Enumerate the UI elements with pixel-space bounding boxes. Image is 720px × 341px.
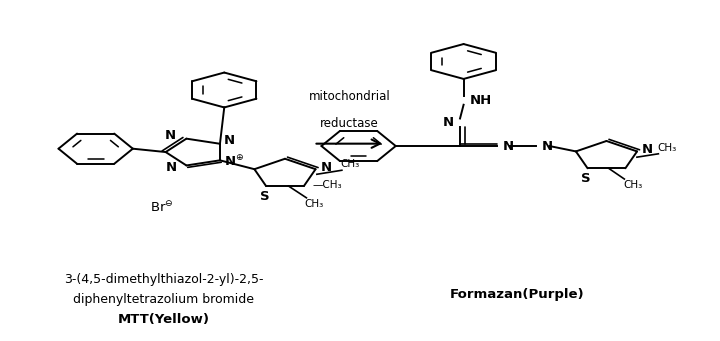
Text: CH₃: CH₃ (623, 180, 642, 190)
Text: N: N (166, 161, 176, 174)
Text: CH₃: CH₃ (341, 159, 360, 169)
Text: Formazan(Purple): Formazan(Purple) (450, 288, 585, 301)
Text: S: S (581, 172, 591, 185)
Text: MTT(Yellow): MTT(Yellow) (117, 313, 210, 326)
Text: Br$^{\ominus}$: Br$^{\ominus}$ (150, 200, 174, 215)
Text: —CH₃: —CH₃ (312, 180, 342, 190)
Text: CH₃: CH₃ (305, 199, 323, 209)
Text: NH: NH (469, 94, 492, 107)
Text: N: N (542, 139, 553, 152)
Text: reductase: reductase (320, 117, 379, 130)
Text: S: S (260, 190, 269, 203)
Text: 3-(4,5-dimethylthiazol-2-yl)-2,5-: 3-(4,5-dimethylthiazol-2-yl)-2,5- (64, 273, 264, 286)
Text: N: N (165, 130, 176, 143)
Text: CH₃: CH₃ (657, 143, 676, 153)
Text: N$^{\oplus}$: N$^{\oplus}$ (223, 153, 243, 168)
Text: N: N (223, 134, 235, 147)
Text: diphenyltetrazolium bromide: diphenyltetrazolium bromide (73, 293, 254, 306)
Text: N: N (503, 139, 514, 152)
Text: N: N (444, 116, 454, 129)
Text: N: N (320, 161, 332, 174)
Text: N: N (642, 143, 653, 156)
Text: mitochondrial: mitochondrial (308, 90, 390, 103)
